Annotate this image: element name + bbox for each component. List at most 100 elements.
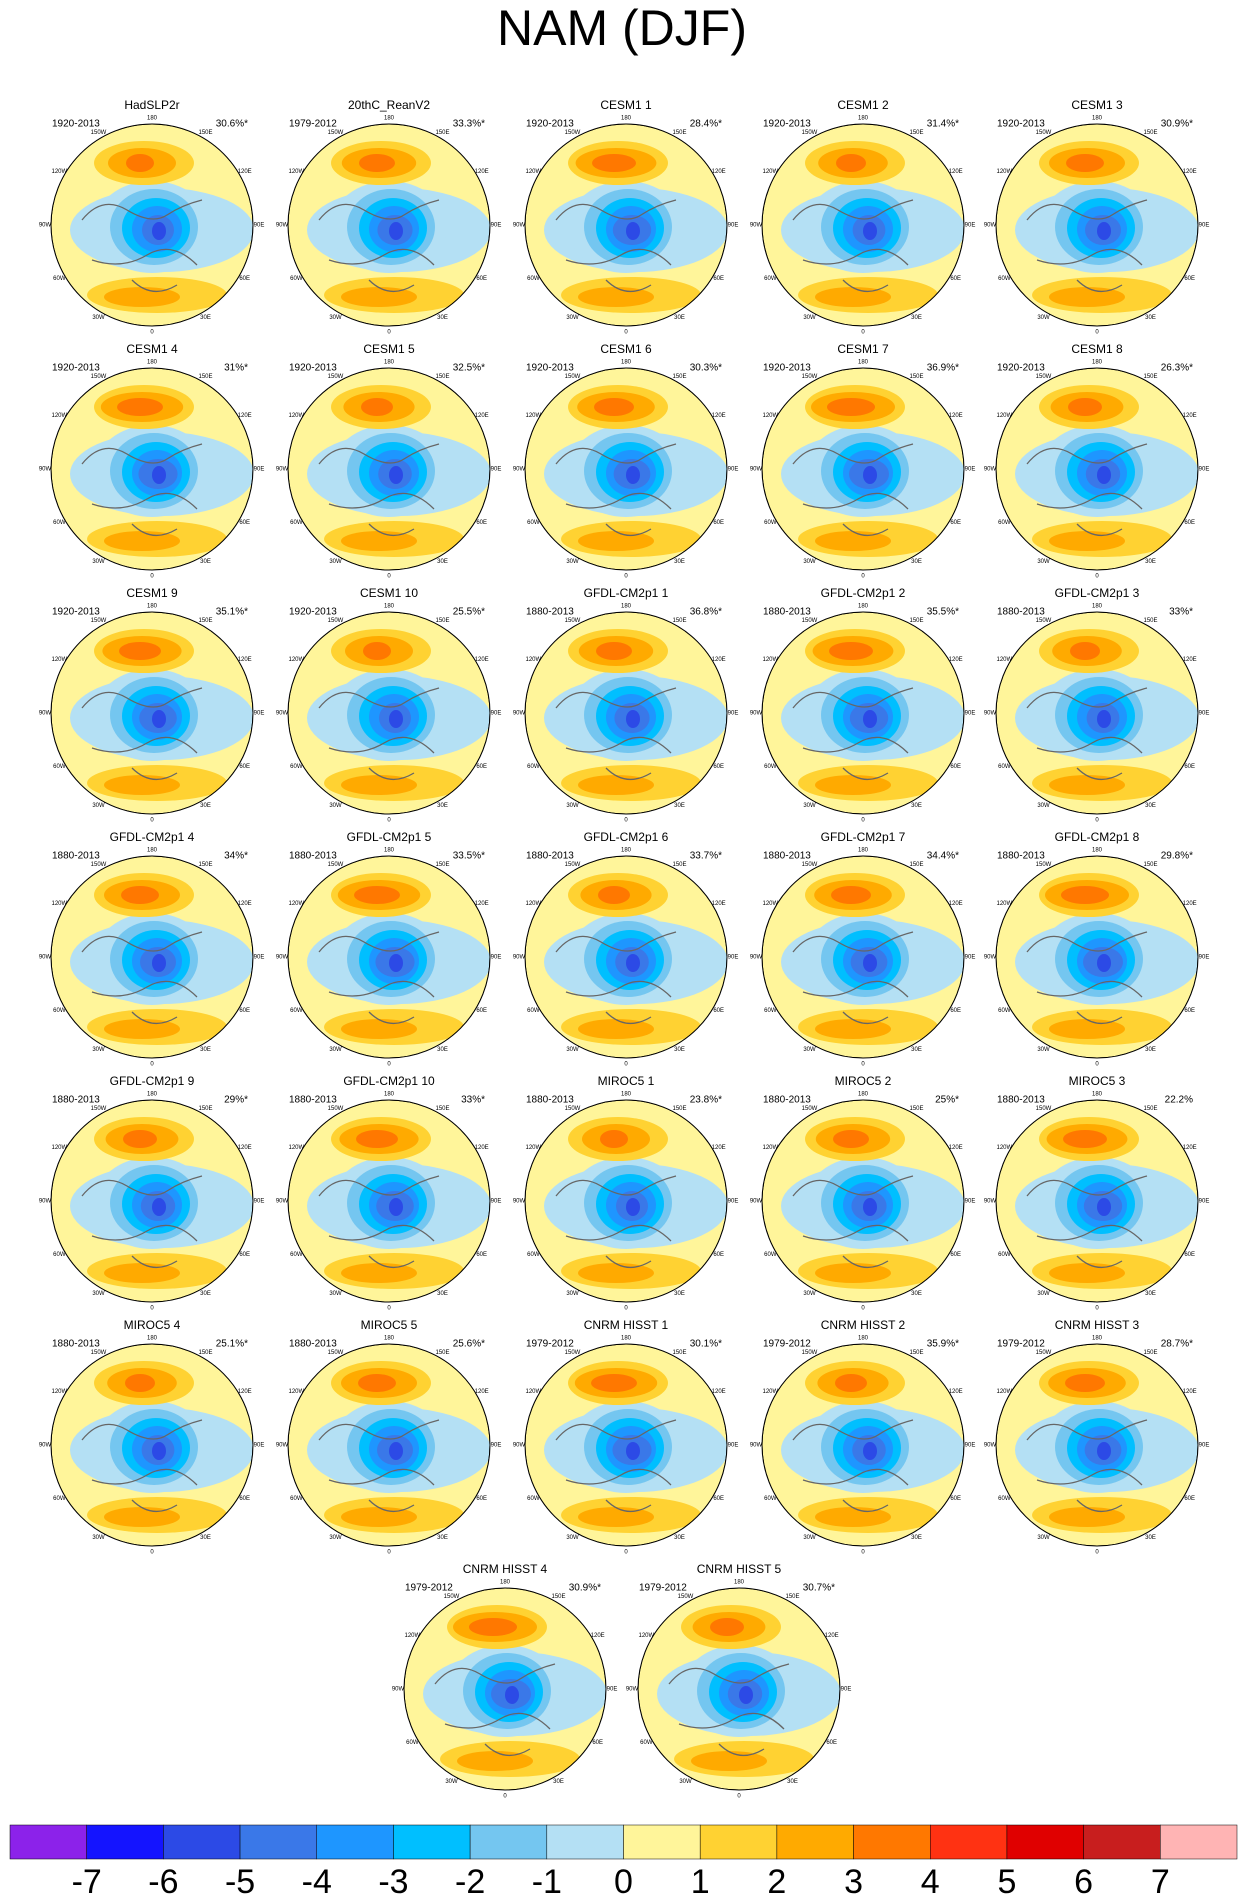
map-outline (287, 855, 491, 1059)
longitude-label: 150W (1036, 1106, 1052, 1112)
map-outline (761, 123, 965, 327)
polar-map (996, 1100, 1198, 1302)
map-outline (637, 1587, 841, 1791)
longitude-label: 90E (254, 1199, 265, 1205)
colorbar-label: 2 (767, 1863, 786, 1901)
longitude-label: 150W (802, 1106, 818, 1112)
longitude-label: 120W (288, 901, 304, 907)
colorbar-label: 3 (844, 1863, 863, 1901)
longitude-label: 30W (1037, 1047, 1050, 1053)
longitude-label: 60E (713, 1008, 724, 1014)
panel-period: 1920-2013 (763, 363, 811, 374)
longitude-label: 30E (553, 1779, 564, 1785)
longitude-label: 180 (1092, 1092, 1103, 1098)
map-shading (578, 1019, 654, 1039)
longitude-label: 90W (513, 1199, 526, 1205)
longitude-label: 150W (328, 1350, 344, 1356)
longitude-label: 0 (1095, 818, 1099, 824)
map-outline (287, 367, 491, 571)
panel-variance: 25.1%* (216, 1339, 248, 1350)
panel-variance: 35.9%* (927, 1339, 959, 1350)
map-shading (626, 222, 640, 240)
panel-title: CNRM HISST 3 (1055, 1318, 1140, 1332)
longitude-label: 60W (290, 1252, 303, 1258)
map-shading (1070, 642, 1100, 660)
longitude-label: 150E (1143, 1106, 1157, 1112)
longitude-label: 60W (527, 1496, 540, 1502)
map-outline (287, 611, 491, 815)
polar-map (404, 1588, 606, 1790)
longitude-label: 0 (387, 574, 391, 580)
longitude-label: 150W (328, 862, 344, 868)
longitude-label: 120E (238, 169, 252, 175)
longitude-label: 30E (1145, 559, 1156, 565)
longitude-label: 60E (713, 1252, 724, 1258)
coastline (1026, 931, 1148, 1024)
longitude-label: 150E (909, 1350, 923, 1356)
colorbar-box (239, 1824, 317, 1860)
longitude-label: 180 (384, 116, 395, 122)
panel-variance: 26.3%* (1161, 363, 1193, 374)
longitude-label: 120W (525, 901, 541, 907)
panel-variance: 34.4%* (927, 851, 959, 862)
colorbar-box (316, 1824, 394, 1860)
panel-title: CESM1 2 (837, 98, 889, 112)
longitude-label: 0 (1095, 330, 1099, 336)
longitude-label: 120W (404, 1633, 420, 1639)
map-outline (50, 611, 254, 815)
longitude-label: 0 (624, 574, 628, 580)
panel-title: CESM1 3 (1071, 98, 1123, 112)
longitude-label: 120W (762, 413, 778, 419)
longitude-label: 0 (150, 1062, 154, 1068)
longitude-label: 120E (712, 169, 726, 175)
longitude-label: 180 (147, 848, 158, 854)
map-shading (691, 1751, 767, 1771)
longitude-label: 90E (965, 1199, 976, 1205)
longitude-label: 90W (984, 955, 997, 961)
map-shading (578, 1507, 654, 1527)
longitude-label: 0 (503, 1794, 507, 1800)
map-shading (152, 1442, 166, 1460)
longitude-label: 30W (679, 1779, 692, 1785)
longitude-label: 150W (1036, 862, 1052, 868)
longitude-label: 150E (435, 374, 449, 380)
colorbar-label: 6 (1074, 1863, 1093, 1901)
longitude-label: 60E (950, 1252, 961, 1258)
colorbar-label: -7 (72, 1863, 102, 1901)
panel-title: MIROC5 3 (1069, 1074, 1126, 1088)
longitude-label: 30W (1037, 1291, 1050, 1297)
map-shading (863, 954, 877, 972)
longitude-label: 180 (858, 1092, 869, 1098)
colorbar-box (163, 1824, 241, 1860)
longitude-label: 90E (491, 223, 502, 229)
panel-period: 1920-2013 (997, 119, 1045, 130)
longitude-label: 150W (328, 374, 344, 380)
longitude-label: 90E (841, 1687, 852, 1693)
longitude-label: 90W (750, 223, 763, 229)
longitude-label: 60E (239, 1496, 250, 1502)
longitude-label: 30E (911, 1047, 922, 1053)
panel-variance: 30.1%* (690, 1339, 722, 1350)
map-shading (341, 287, 417, 307)
longitude-label: 150W (802, 1350, 818, 1356)
longitude-label: 30W (1037, 803, 1050, 809)
longitude-label: 60E (1184, 276, 1195, 282)
longitude-label: 60W (527, 1008, 540, 1014)
map-outline (995, 855, 1199, 1059)
map-shading (354, 886, 400, 904)
longitude-label: 60W (998, 1252, 1011, 1258)
longitude-label: 0 (387, 1306, 391, 1312)
longitude-label: 120W (51, 169, 67, 175)
longitude-label: 150W (91, 1350, 107, 1356)
longitude-label: 180 (621, 1092, 632, 1098)
colorbar-box (699, 1824, 778, 1860)
panel-title: MIROC5 1 (598, 1074, 655, 1088)
longitude-label: 90W (513, 223, 526, 229)
longitude-label: 90E (491, 1199, 502, 1205)
longitude-label: 60W (764, 1008, 777, 1014)
longitude-label: 30W (329, 1535, 342, 1541)
longitude-label: 120W (996, 901, 1012, 907)
longitude-label: 0 (1095, 1306, 1099, 1312)
figure-title: NAM (DJF) (497, 0, 747, 56)
